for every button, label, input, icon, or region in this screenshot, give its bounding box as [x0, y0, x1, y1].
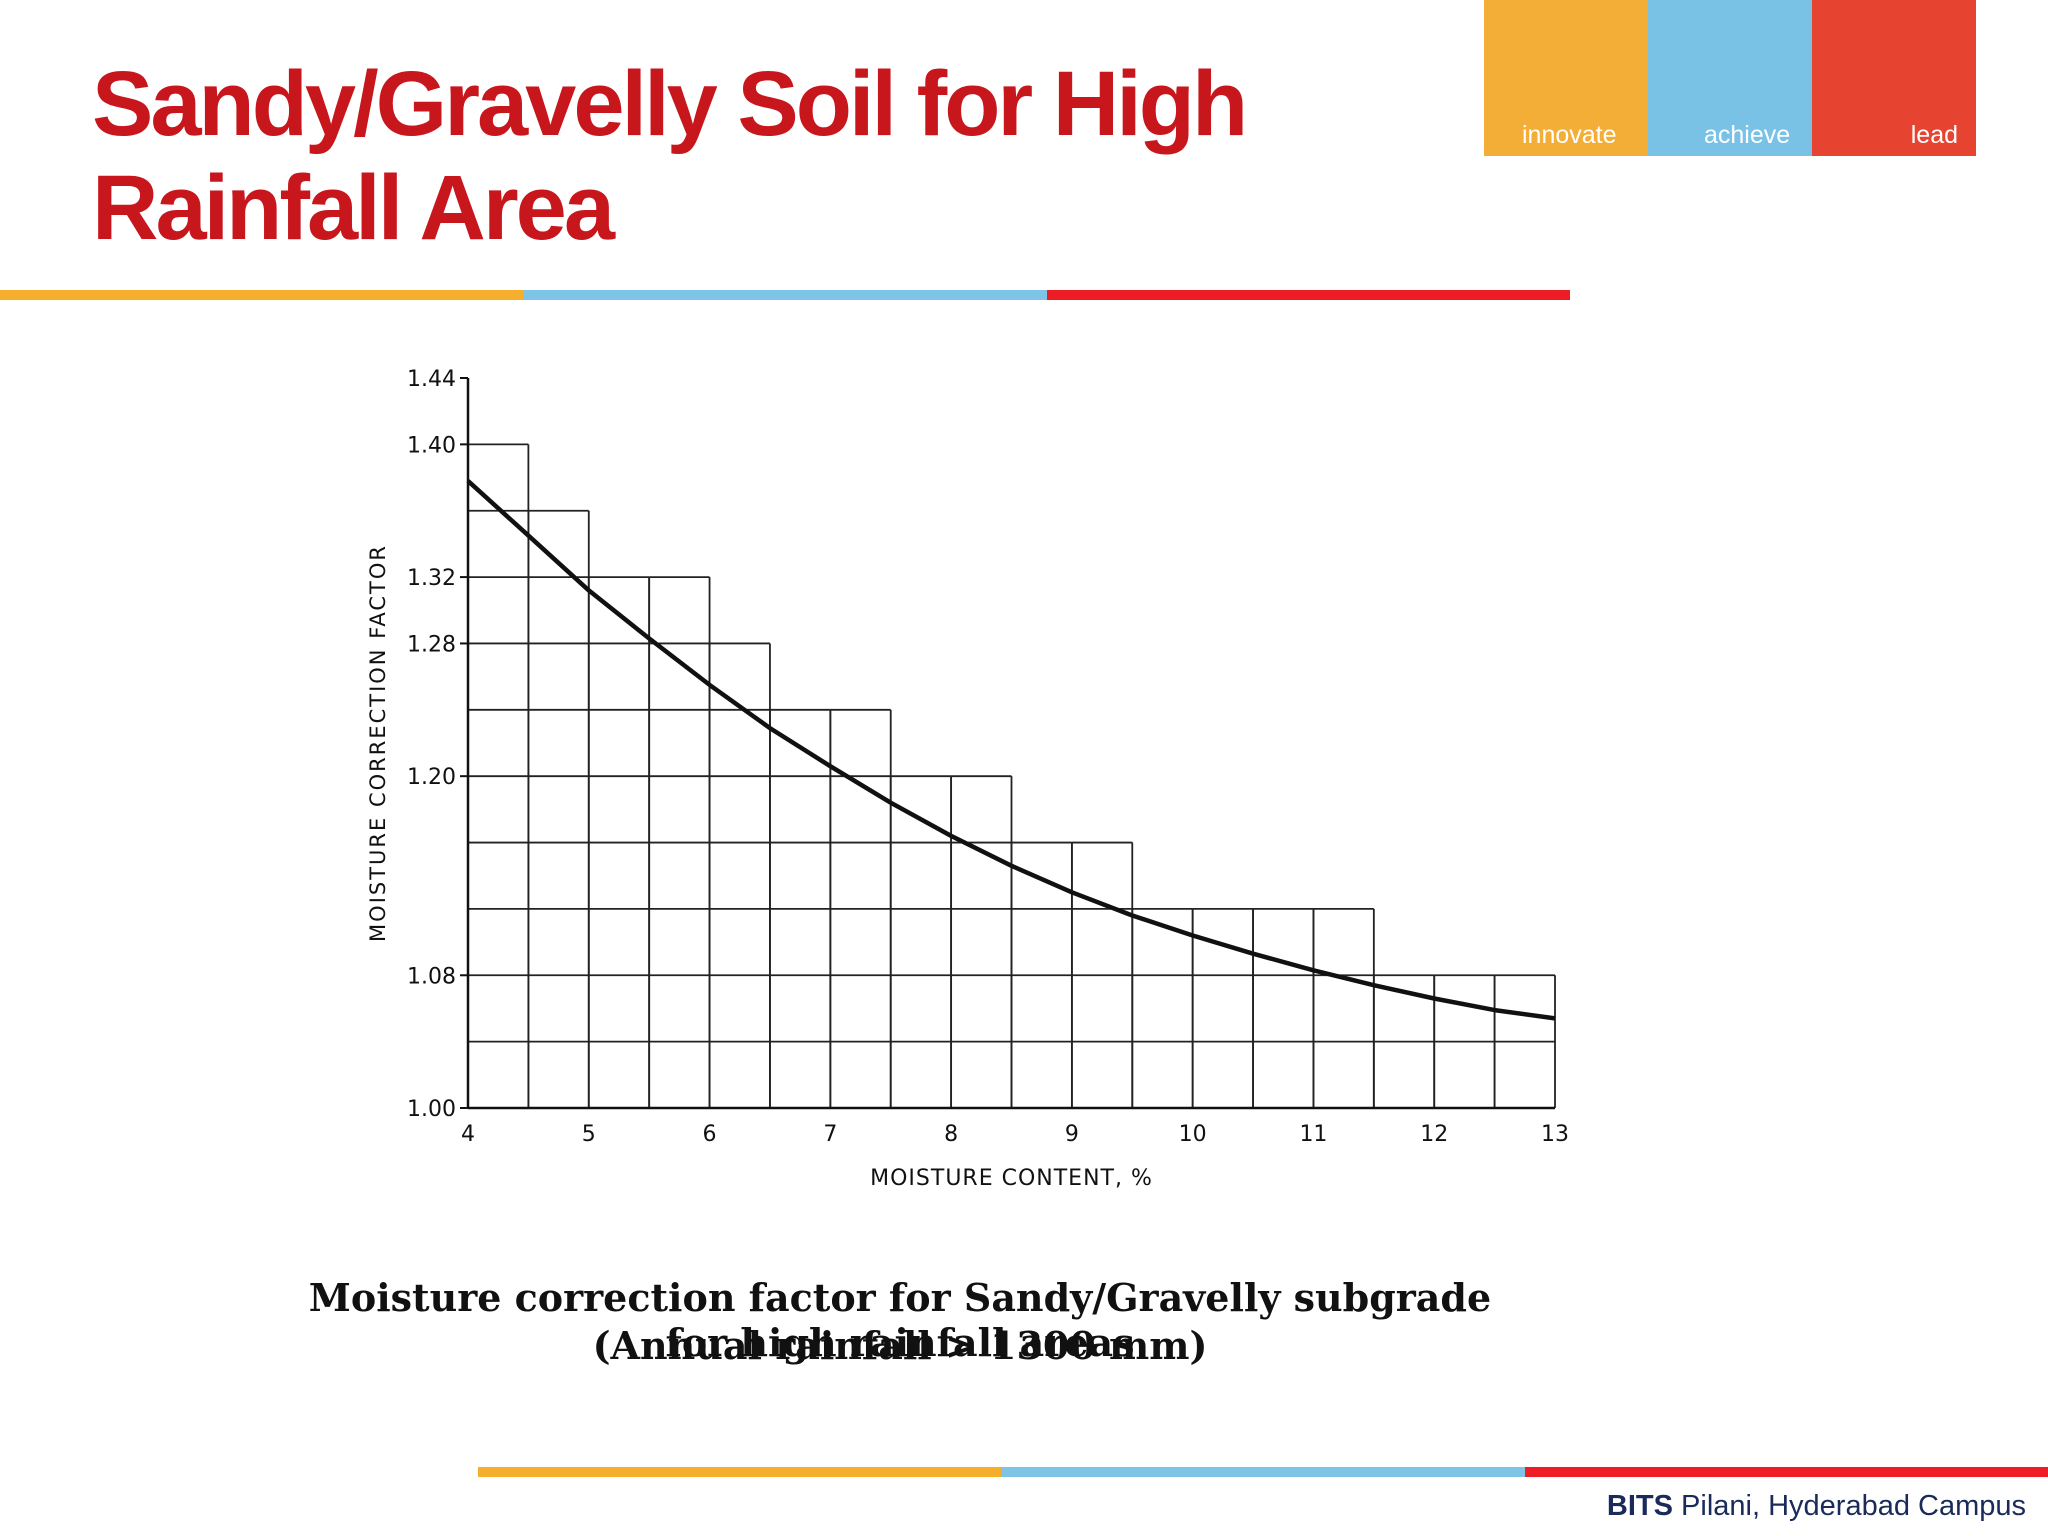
x-tick-label: 5: [582, 1122, 596, 1147]
footer-campus: BITS Pilani, Hyderabad Campus: [1607, 1490, 2026, 1523]
stripe-blue: [523, 290, 1047, 300]
x-tick-label: 10: [1179, 1122, 1207, 1147]
top-divider-stripe: [0, 290, 1570, 300]
logo-innovate-segment: innovate: [1484, 0, 1648, 156]
x-tick-label: 12: [1420, 1122, 1448, 1147]
logo-lead-segment: lead: [1812, 0, 1976, 156]
slide-title: Sandy/Gravelly Soil for High Rainfall Ar…: [92, 53, 1248, 259]
x-tick-label: 9: [1065, 1122, 1079, 1147]
y-tick-label: 1.28: [407, 632, 456, 657]
logo-achieve-text: achieve: [1704, 121, 1791, 149]
x-tick-label: 8: [944, 1122, 958, 1147]
stripe-red: [1524, 1467, 2048, 1477]
x-tick-label: 13: [1541, 1122, 1569, 1147]
y-tick-label: 1.00: [407, 1097, 456, 1122]
moisture-correction-curve: [466, 479, 1556, 1021]
stripe-orange: [0, 290, 524, 300]
y-tick-label: 1.08: [407, 964, 456, 989]
stripe-orange: [478, 1467, 1002, 1477]
y-tick-label: 1.20: [407, 765, 456, 790]
y-tick-label: 1.40: [407, 433, 456, 458]
footer-rest: Pilani, Hyderabad Campus: [1672, 1490, 2026, 1522]
chart-caption-line2: (Annual rainfall > 1300 mm): [592, 1323, 1208, 1368]
x-axis-label: MOISTURE CONTENT, %: [870, 1166, 1153, 1191]
bits-logo: innovate achieve lead: [1484, 0, 1976, 156]
x-tick-label: 11: [1299, 1122, 1327, 1147]
moisture-correction-chart: 4 5 6 7 8 9 10 11 12 13 1.00 1.08 1.20 1.28 1.32 1.40 1.…: [366, 367, 1569, 1191]
x-tick-label: 6: [703, 1122, 717, 1147]
bottom-divider-stripe: [478, 1467, 2048, 1477]
y-axis-label: MOISTURE CORRECTION FACTOR: [366, 544, 390, 942]
logo-innovate-text: innovate: [1522, 121, 1617, 149]
logo-lead-text: lead: [1910, 121, 1958, 149]
y-tick-label: 1.32: [407, 566, 456, 591]
logo-achieve-segment: achieve: [1648, 0, 1812, 156]
footer-bits: BITS: [1606, 1490, 1673, 1522]
chart-caption-line1: Moisture correction factor for Sandy/Gra…: [308, 1275, 1492, 1365]
stripe-blue: [1001, 1467, 1525, 1477]
stripe-red: [1046, 290, 1570, 300]
x-tick-label: 7: [823, 1122, 837, 1147]
x-tick-label: 4: [461, 1122, 475, 1147]
y-tick-label: 1.44: [407, 367, 456, 392]
